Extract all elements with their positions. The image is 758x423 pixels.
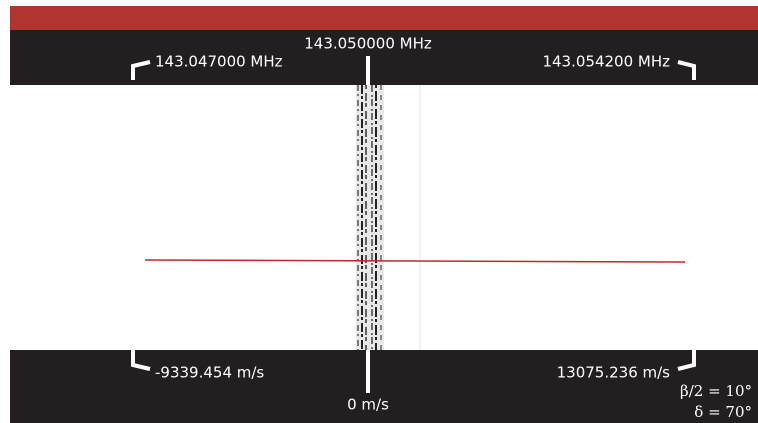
left-bracket (131, 350, 151, 371)
right-bracket (677, 60, 696, 80)
markers (131, 56, 696, 393)
left-velocity: -9339.454 m/s (155, 364, 264, 382)
signal-band (144, 85, 686, 350)
center-frequency: 143.050000 MHz (304, 35, 432, 53)
right-velocity: 13075.236 m/s (557, 364, 671, 382)
center-velocity: 0 m/s (347, 396, 389, 414)
title-bar (10, 6, 758, 30)
right-bracket (677, 350, 696, 371)
left-bracket (131, 60, 151, 80)
left-frequency: 143.047000 MHz (155, 53, 283, 71)
delta-parameter: δ = 70° (694, 403, 752, 421)
right-frequency: 143.054200 MHz (542, 53, 670, 71)
beam-parameter: β/2 = 10° (680, 382, 752, 400)
meteor-echo (144, 259, 686, 263)
noise-band (356, 85, 384, 350)
